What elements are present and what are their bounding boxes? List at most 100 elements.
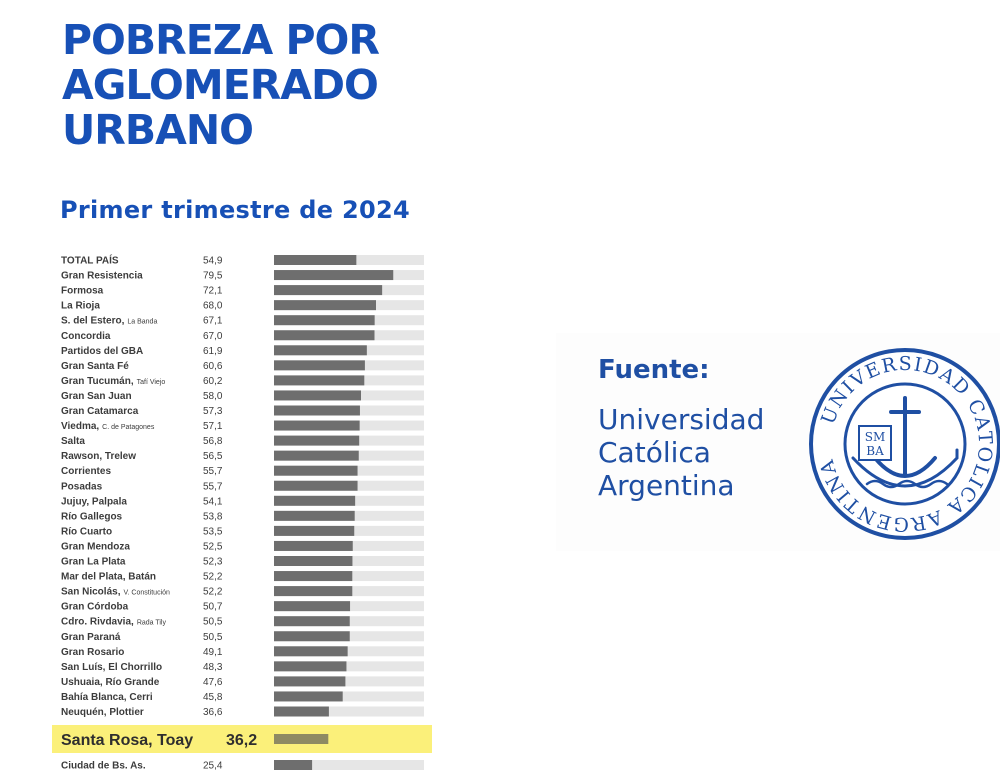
- bar-label: Gran Córdoba: [61, 602, 129, 613]
- bar-label: S. del Estero, La Banda: [61, 316, 157, 327]
- bar-value: 79,5: [203, 271, 223, 282]
- bar-label: Gran La Plata: [61, 557, 126, 568]
- bar-label: Gran Tucumán, Tafí Viejo: [61, 376, 165, 387]
- bar-track: [274, 661, 424, 672]
- bar-value: 36,6: [203, 707, 223, 718]
- bar: [274, 270, 394, 281]
- bar: [274, 556, 353, 566]
- bar-value: 55,7: [203, 481, 223, 492]
- bar-label: Cdro. Rivdavia, Rada Tily: [61, 617, 166, 628]
- bar: [274, 616, 350, 627]
- bar-value: 60,2: [203, 376, 223, 387]
- bar-label: Partidos del GBA: [61, 346, 143, 357]
- bar-label: Santa Rosa, Toay: [61, 732, 193, 749]
- anchor-cross-icon: [851, 396, 959, 489]
- bar-value: 53,5: [203, 526, 223, 537]
- bar-value: 50,5: [203, 632, 223, 643]
- bar-label: Bahía Blanca, Cerri: [61, 692, 153, 703]
- bar-label: Río Gallegos: [61, 511, 123, 522]
- bar: [274, 330, 375, 341]
- bar-value: 52,3: [203, 557, 223, 568]
- bar: [274, 435, 360, 446]
- source-label: Fuente:: [598, 355, 710, 385]
- bar-label: Gran Mendoza: [61, 541, 130, 552]
- bar: [274, 255, 357, 265]
- bar-value: 56,8: [203, 436, 223, 447]
- bar: [274, 525, 355, 536]
- bar-value: 52,2: [203, 587, 223, 598]
- bar-value: 52,5: [203, 541, 223, 552]
- bar: [274, 691, 343, 702]
- bar-label-sub: Rada Tily: [137, 620, 167, 627]
- bar: [274, 676, 346, 687]
- bar-chart: TOTAL PAÍS 54,9 Gran Resistencia 79,5 Formos…: [52, 254, 432, 772]
- bar: [274, 734, 329, 744]
- bar-label: Neuquén, Plottier: [61, 707, 144, 718]
- bar: [274, 300, 376, 311]
- bar-label: Gran Paraná: [61, 632, 121, 643]
- bar-label: Gran Catamarca: [61, 406, 139, 417]
- bar: [274, 480, 358, 491]
- bar-track: [274, 646, 424, 657]
- bar: [274, 285, 383, 296]
- bar-label: Gran Santa Fé: [61, 361, 129, 372]
- bar: [274, 375, 365, 386]
- bar: [274, 450, 359, 461]
- bar-label: Formosa: [61, 286, 104, 297]
- bar-label: Gran San Juan: [61, 391, 132, 402]
- bar-value: 56,5: [203, 451, 223, 462]
- bar: [274, 760, 313, 770]
- bar: [274, 390, 361, 401]
- bar-track: [274, 706, 424, 717]
- bar-value: 72,1: [203, 286, 223, 297]
- bar-label: Rawson, Trelew: [61, 451, 136, 462]
- bar-label-sub: C. de Patagones: [102, 424, 155, 431]
- bar: [274, 706, 329, 717]
- bar-value: 50,7: [203, 602, 223, 613]
- source-panel: Fuente: Universidad Católica Argentina U…: [556, 333, 1000, 551]
- bar-label-sub: La Banda: [127, 319, 157, 326]
- bar-value: 50,5: [203, 617, 223, 628]
- bar-value: 58,0: [203, 391, 223, 402]
- bar-value: 61,9: [203, 346, 223, 357]
- bar-label: San Nicolás, V. Constitución: [61, 587, 170, 598]
- bar: [274, 495, 356, 506]
- bar-label-sub: V. Constitución: [123, 590, 170, 597]
- bar-label: Gran Resistencia: [61, 271, 143, 282]
- bar: [274, 405, 360, 416]
- bar-track: [274, 760, 424, 770]
- bar-label: Salta: [61, 436, 85, 447]
- bar-value: 52,2: [203, 572, 223, 583]
- bar: [274, 601, 351, 612]
- bar: [274, 420, 360, 431]
- bar-value: 53,8: [203, 511, 223, 522]
- bar: [274, 586, 353, 597]
- bar-value: 48,3: [203, 662, 223, 673]
- bar-value: 45,8: [203, 692, 223, 703]
- bar-value: 54,1: [203, 496, 223, 507]
- bar: [274, 315, 375, 326]
- bar-label: Corrientes: [61, 466, 111, 477]
- bar-value: 36,2: [226, 732, 257, 749]
- bar-label: Viedma, C. de Patagones: [61, 421, 155, 432]
- chart-title: POBREZA POR AGLOMERADO URBANO: [62, 16, 380, 154]
- bar-label: Concordia: [61, 331, 111, 342]
- bar-value: 25,4: [203, 761, 223, 772]
- bar-label-sub: Tafí Viejo: [137, 379, 166, 386]
- seal-monogram-bottom: BA: [866, 444, 884, 458]
- bar: [274, 510, 355, 521]
- bar-label: Gran Rosario: [61, 647, 124, 658]
- uca-seal-logo: UNIVERSIDAD CATOLICA ARGENTINA SM BA: [809, 348, 1000, 540]
- source-name: Universidad Católica Argentina: [598, 403, 765, 502]
- bar-value: 47,6: [203, 677, 223, 688]
- seal-monogram-top: SM: [865, 430, 886, 444]
- bar: [274, 360, 365, 371]
- bar: [274, 345, 367, 356]
- bar-value: 60,6: [203, 361, 223, 372]
- bar-label: Río Cuarto: [61, 526, 112, 537]
- bar: [274, 661, 347, 672]
- bar: [274, 631, 350, 642]
- bar-label: La Rioja: [61, 301, 100, 312]
- bar-value: 68,0: [203, 301, 223, 312]
- bar-value: 67,1: [203, 316, 223, 327]
